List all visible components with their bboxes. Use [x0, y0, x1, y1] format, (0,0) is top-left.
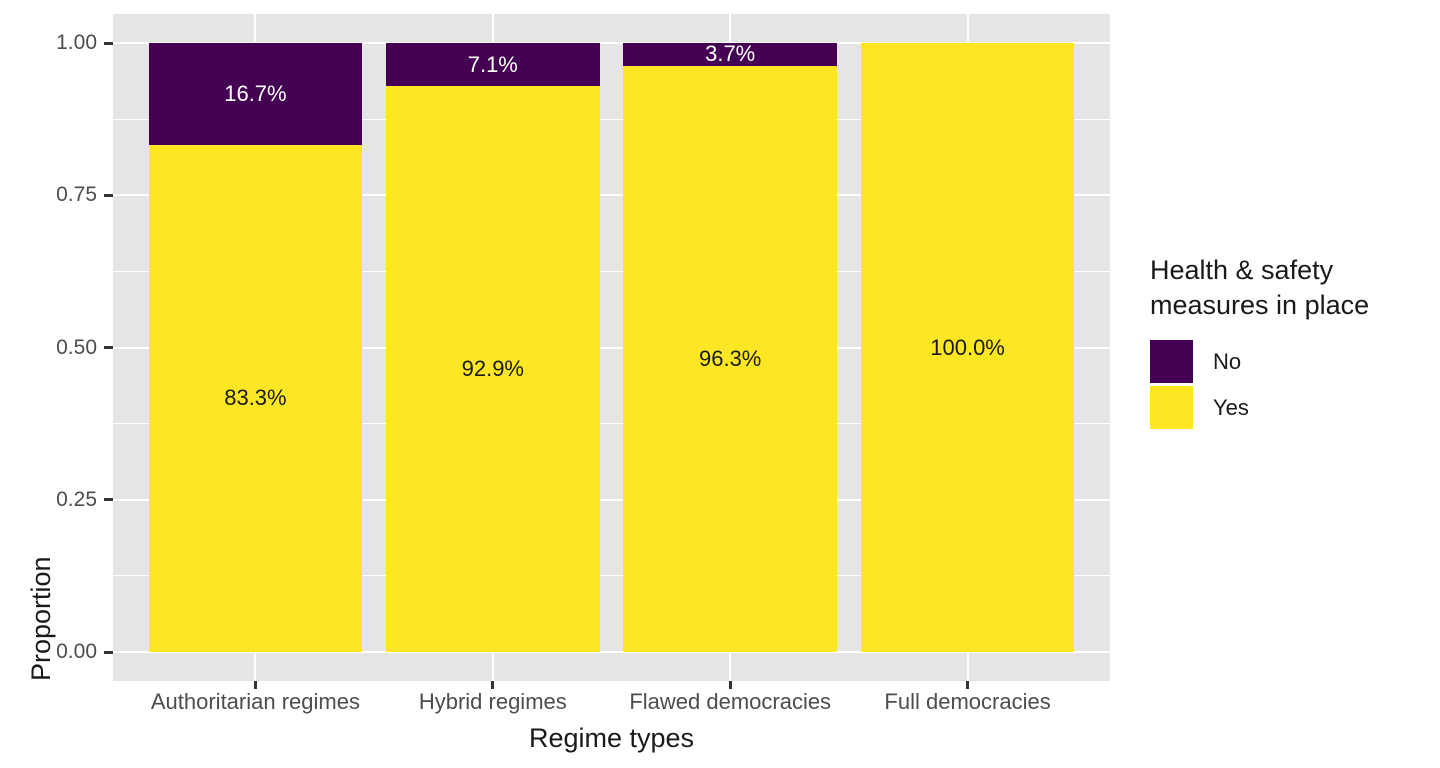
bar-segment-no: [623, 43, 837, 66]
x-axis-tick-label: Hybrid regimes: [418, 689, 567, 714]
bar-value-label: 7.1%: [467, 51, 518, 77]
gridline-major: [113, 651, 1110, 653]
x-axis-tick-label: Full democracies: [884, 689, 1051, 714]
legend-title: Health & safety measures in place: [1150, 255, 1370, 320]
bar-segment-no: [385, 43, 600, 87]
legend-item-label: No: [1213, 348, 1242, 374]
gridline-minor: [113, 270, 1110, 272]
legend-key-swatch: [1150, 340, 1193, 383]
y-axis-tick-label: 0.75: [56, 183, 97, 207]
bar-segment-yes: [385, 86, 600, 652]
gridline-minor: [113, 118, 1110, 120]
x-axis-tick: [728, 681, 732, 689]
y-axis-tick-label: 0.25: [56, 487, 97, 511]
x-axis-title: Regime types: [528, 723, 695, 753]
x-axis-tick-label: Authoritarian regimes: [150, 689, 360, 714]
bar-segment-yes: [860, 43, 1075, 652]
bar-value-label: 100.0%: [930, 334, 1005, 360]
y-axis-tick: [104, 498, 113, 502]
gridline-major: [113, 42, 1110, 44]
legend-item: No: [1150, 340, 1430, 383]
y-axis-tick-label: 0.50: [56, 335, 97, 359]
bar-value-label: 92.9%: [461, 356, 524, 382]
gridline-minor: [113, 575, 1110, 577]
bar-value-label: 3.7%: [705, 41, 756, 67]
bar-value-label: 16.7%: [224, 80, 287, 106]
y-axis-tick-label: 1.00: [56, 31, 97, 54]
x-axis-tick: [966, 681, 970, 689]
y-axis-tick: [104, 193, 113, 197]
gridline-major: [113, 194, 1110, 197]
gridline-minor: [113, 423, 1110, 425]
bar-value-label: 83.3%: [224, 385, 287, 411]
x-axis-tick: [253, 681, 257, 689]
y-axis-tick: [104, 346, 113, 349]
x-axis-tick: [491, 681, 495, 689]
bar-segment-yes: [623, 65, 837, 652]
bar-segment-no: [148, 43, 363, 145]
legend-item: Yes: [1150, 386, 1430, 429]
y-axis-tick: [104, 650, 113, 654]
bar-segment-yes: [148, 144, 363, 652]
legend-item-label: Yes: [1213, 394, 1249, 420]
legend: Health & safety measures in place No Yes: [1150, 253, 1430, 432]
gridline-major: [113, 346, 1110, 349]
plot-panel: 16.7% 83.3% 7.1% 92.9% 3.7% 96.3% 100.0%: [113, 14, 1110, 681]
y-axis-tick: [104, 41, 113, 45]
bar-value-label: 96.3%: [698, 345, 762, 371]
gridline-major: [113, 498, 1110, 501]
legend-items: No Yes: [1150, 340, 1430, 429]
x-axis-tick-label: Flawed democracies: [629, 689, 832, 714]
y-axis-tick-label: 0.00: [56, 640, 97, 663]
legend-key-swatch: [1150, 386, 1193, 429]
